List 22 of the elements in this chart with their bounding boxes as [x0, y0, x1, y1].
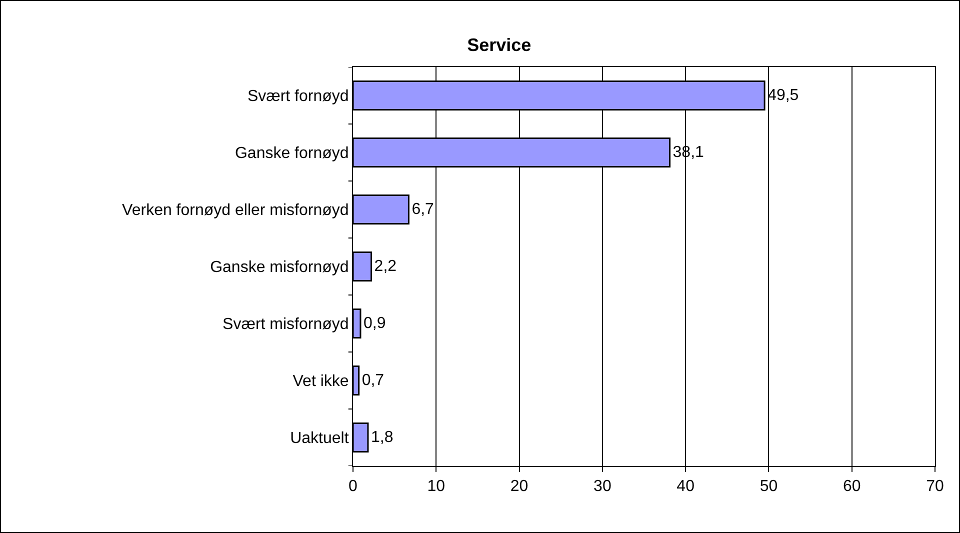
- data-label: 0,7: [362, 372, 384, 389]
- data-label: 0,9: [363, 315, 386, 332]
- x-tick-label: 20: [510, 478, 528, 496]
- y-tick-label: Verken fornøyd eller misfornøyd: [122, 202, 349, 220]
- y-tick-label: Ganske fornøyd: [234, 145, 349, 162]
- y-tick-label: Uaktuelt: [290, 430, 350, 448]
- x-tick-label: 60: [842, 478, 861, 496]
- y-tick-label: Svært fornøyd: [247, 88, 349, 106]
- data-label: 2,2: [374, 258, 397, 275]
- chart-title: Service: [467, 34, 532, 55]
- x-tick-label: 70: [926, 478, 944, 496]
- data-label: 1,8: [370, 429, 394, 446]
- x-tick-label: 30: [594, 478, 612, 496]
- data-label: 6,7: [412, 201, 434, 218]
- x-tick-label: 40: [676, 478, 695, 496]
- y-tick-label: Ganske misfornøyd: [210, 259, 349, 276]
- y-tick-label: Vet ikke: [292, 373, 349, 390]
- x-tick-label: 0: [348, 478, 358, 496]
- y-tick-label: Svært misfornøyd: [222, 316, 349, 334]
- data-label: 49,5: [768, 87, 799, 104]
- x-tick-label: 10: [427, 478, 446, 496]
- x-tick-label: 50: [760, 478, 778, 496]
